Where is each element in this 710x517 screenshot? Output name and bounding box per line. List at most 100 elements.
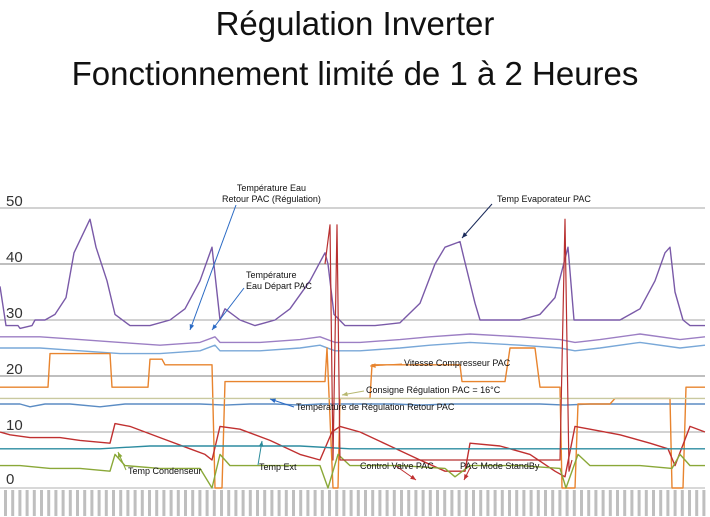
series-group (0, 218, 706, 489)
x-tick-label-mark (263, 490, 267, 516)
x-tick-label-mark (112, 490, 115, 516)
x-tick-label-mark (11, 490, 15, 516)
x-tick-label-mark (551, 490, 555, 516)
x-tick-label-mark (616, 490, 619, 516)
annotation-arrowhead (118, 452, 123, 458)
x-tick-label-mark (695, 490, 699, 516)
x-tick-label-mark (205, 490, 209, 516)
annotation-arrow (211, 287, 245, 331)
annotation-temp-eau-retour: Température Eau Retour PAC (Régulation) (222, 183, 321, 204)
x-tick-label-mark (493, 490, 497, 516)
x-tick-label-mark (392, 490, 396, 516)
x-tick-label-mark (666, 490, 670, 516)
x-tick-label-mark (227, 490, 231, 516)
x-tick-label-mark (688, 490, 691, 516)
x-tick-label-mark (349, 490, 353, 516)
x-tick-label-mark (140, 490, 144, 516)
annotation-arrowhead (189, 324, 195, 330)
x-tick-label-mark (356, 490, 360, 516)
x-tick-label-mark (529, 490, 533, 516)
annotation-arrows (117, 203, 493, 481)
annotation-temp-ext: Temp Ext (259, 462, 297, 472)
x-tick-label-mark (234, 490, 238, 516)
x-tick-label-mark (306, 490, 310, 516)
x-tick-label-mark (25, 490, 29, 516)
y-tick-label: 20 (6, 361, 23, 378)
x-tick-label-mark (328, 490, 331, 516)
y-tick-label: 50 (6, 193, 23, 210)
x-tick-label-mark (623, 490, 627, 516)
x-tick-label-mark (580, 490, 583, 516)
y-tick-label: 40 (6, 249, 23, 266)
x-tick-label-mark (659, 490, 663, 516)
x-tick-label-mark (133, 490, 137, 516)
x-tick-label-mark (284, 490, 288, 516)
x-axis (4, 490, 706, 516)
x-tick-label-mark (162, 490, 166, 516)
x-tick-label-mark (61, 490, 65, 516)
annotation-mode-standby: PAC Mode StandBy (460, 461, 540, 471)
x-tick-label-mark (500, 490, 504, 516)
x-tick-label-mark (457, 490, 461, 516)
x-tick-label-mark (436, 490, 439, 516)
x-tick-label-mark (486, 490, 490, 516)
series-retour (0, 341, 706, 355)
x-tick-label-mark (464, 490, 468, 516)
x-tick-label-mark (652, 490, 655, 516)
x-tick-label-mark (450, 490, 454, 516)
x-tick-label-mark (414, 490, 418, 516)
x-tick-label-mark (378, 490, 382, 516)
annotation-arrowhead (342, 391, 348, 397)
x-tick-label-mark (83, 490, 87, 516)
series-depart (0, 333, 706, 346)
chart-title-line2: Fonctionnement limité de 1 à 2 Heures (71, 55, 639, 92)
annotation-arrowhead (270, 398, 276, 403)
annotation-arrowhead (212, 324, 218, 330)
x-tick-label-mark (248, 490, 252, 516)
x-tick-label-mark (18, 490, 22, 516)
x-tick-label-mark (277, 490, 281, 516)
x-tick-label-mark (371, 490, 375, 516)
x-tick-label-mark (342, 490, 346, 516)
x-tick-label-mark (522, 490, 526, 516)
series-condenseur (0, 422, 706, 478)
x-tick-label-mark (169, 490, 173, 516)
x-tick-label-mark (594, 490, 598, 516)
annotation-arrowhead (258, 441, 264, 447)
annotation-vitesse-compresseur: Vitesse Compresseur PAC (404, 358, 511, 368)
x-tick-label-mark (400, 490, 403, 516)
x-tick-label-mark (104, 490, 108, 516)
x-tick-label-mark (220, 490, 223, 516)
annotation-temp-eau-depart: Température Eau Départ PAC (246, 270, 312, 291)
x-tick-label-mark (155, 490, 159, 516)
x-tick-label-mark (443, 490, 447, 516)
series-evap (0, 218, 705, 330)
series-ext (0, 445, 705, 450)
x-tick-label-mark (176, 490, 180, 516)
series-reg_retour (0, 403, 705, 408)
x-tick-label-mark (126, 490, 130, 516)
x-tick-label-mark (421, 490, 425, 516)
series-vitesse (0, 347, 705, 489)
x-tick-label-mark (601, 490, 605, 516)
annotation-arrow (461, 203, 493, 239)
x-tick-label-mark (644, 490, 648, 516)
x-tick-label-mark (198, 490, 202, 516)
x-tick-label-mark (472, 490, 475, 516)
y-tick-label: 10 (6, 417, 23, 434)
x-tick-label-mark (191, 490, 195, 516)
x-tick-label-mark (673, 490, 677, 516)
x-tick-label-mark (184, 490, 187, 516)
chart-title-line1: Régulation Inverter (215, 5, 495, 42)
x-tick-label-mark (292, 490, 295, 516)
x-tick-label-mark (630, 490, 634, 516)
x-tick-label-mark (47, 490, 51, 516)
x-tick-label-mark (299, 490, 303, 516)
x-tick-label-mark (428, 490, 432, 516)
annotation-temp-regulation-retour: Température de Régulation Retour PAC (296, 402, 455, 412)
x-tick-label-mark (119, 490, 123, 516)
y-tick-label: 30 (6, 305, 23, 322)
annotation-temp-evaporateur: Temp Evaporateur PAC (497, 194, 591, 204)
x-tick-label-mark (241, 490, 245, 516)
x-tick-label-mark (587, 490, 591, 516)
